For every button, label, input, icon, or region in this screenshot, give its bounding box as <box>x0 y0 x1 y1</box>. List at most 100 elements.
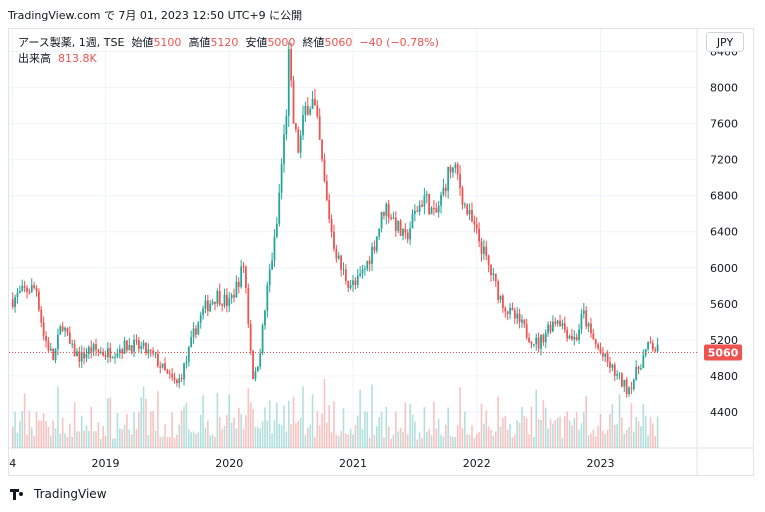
volume-value: 813.8K <box>58 52 97 65</box>
candle-body <box>66 328 69 333</box>
candle-body <box>294 123 297 130</box>
high-value: 5120 <box>210 36 239 49</box>
volume-bar <box>454 436 457 448</box>
candle-body <box>592 333 595 340</box>
volume-bar <box>204 427 207 448</box>
candle-body <box>456 164 459 175</box>
volume-bar <box>428 429 430 448</box>
volume-bar <box>11 427 14 448</box>
volume-bar <box>295 423 297 448</box>
volume-bar <box>171 412 173 448</box>
candle-body <box>209 303 212 312</box>
volume-bar <box>592 429 595 448</box>
volume-bar <box>347 434 350 448</box>
candle-body <box>316 105 319 117</box>
volume-bar <box>152 411 154 448</box>
volume-bar <box>333 401 335 448</box>
volume-bar <box>173 438 176 448</box>
volume-bar <box>504 415 507 448</box>
volume-bar <box>533 436 535 448</box>
volume-bar <box>316 411 319 448</box>
volume-bar <box>630 403 633 448</box>
volume-bar <box>285 431 288 448</box>
volume-bar <box>521 406 523 448</box>
candle-body <box>166 369 169 374</box>
candle-body <box>551 321 554 332</box>
volume-bar <box>375 426 378 448</box>
high-label: 高値 <box>188 36 211 49</box>
footer-brand[interactable]: TradingView <box>10 487 107 501</box>
volume-bar <box>83 430 85 448</box>
candle-body <box>195 328 197 335</box>
volume-legend: 出来高 813.8K <box>18 50 97 66</box>
candle-body <box>197 322 200 335</box>
volume-bar <box>302 386 304 448</box>
candle-body <box>114 356 116 358</box>
volume-bar <box>468 434 471 448</box>
candle-body <box>216 291 219 304</box>
volume-bar <box>16 432 19 448</box>
candle-body <box>211 301 214 304</box>
volume-bar <box>166 437 169 448</box>
candle-body <box>304 105 307 116</box>
candle-body <box>587 323 590 327</box>
volume-bar <box>563 416 566 448</box>
candle-body <box>225 294 228 306</box>
candle-body <box>85 353 88 359</box>
candle-body <box>90 347 93 352</box>
currency-button[interactable]: JPY <box>706 32 744 52</box>
candle-body <box>106 348 109 357</box>
volume-bar <box>23 393 26 448</box>
candle-body <box>87 347 90 354</box>
candle-body <box>323 159 326 182</box>
candle-body <box>440 194 442 206</box>
candle-body <box>504 308 507 312</box>
volume-bar <box>273 420 276 448</box>
candle-body <box>561 323 564 327</box>
volume-bar <box>342 408 345 448</box>
candle-body <box>402 229 404 236</box>
candle-body <box>437 205 440 213</box>
volume-bar <box>644 415 647 448</box>
volume-bar <box>621 417 623 448</box>
candle-body <box>366 260 369 269</box>
volume-bar <box>245 415 247 448</box>
volume-bar <box>138 411 140 448</box>
candle-body <box>299 135 302 153</box>
candle-body <box>497 281 500 300</box>
candle-body <box>573 336 576 340</box>
volume-bar <box>492 435 495 448</box>
volume-bar <box>371 384 373 448</box>
candle-body <box>254 371 257 379</box>
volume-bar <box>387 426 390 448</box>
candle-body <box>283 134 285 165</box>
candle-body <box>221 304 224 306</box>
last-price-badge <box>704 344 742 361</box>
volume-bar <box>385 406 388 448</box>
volume-bar <box>594 436 597 448</box>
candle-body <box>349 285 352 288</box>
volume-bar <box>214 436 216 448</box>
volume-bar <box>613 424 616 448</box>
volume-bar <box>199 414 202 448</box>
volume-bar <box>147 435 150 448</box>
candle-body <box>356 275 359 286</box>
candle-body <box>528 337 530 343</box>
volume-bar <box>585 395 588 448</box>
volume-bar <box>656 416 659 448</box>
volume-bar <box>261 421 264 448</box>
y-tick-label: 4400 <box>710 406 738 419</box>
candle-body <box>485 246 488 256</box>
volume-bar <box>383 437 385 448</box>
candle-body <box>59 326 62 335</box>
volume-bar <box>195 433 197 448</box>
candle-body <box>571 335 573 340</box>
candle-body <box>204 300 207 309</box>
candle-body <box>594 339 597 345</box>
x-tick-label: 4 <box>9 457 16 470</box>
volume-bar <box>349 428 352 448</box>
volume-bar <box>604 433 607 448</box>
volume-bar <box>552 423 554 448</box>
candle-body <box>278 192 281 224</box>
